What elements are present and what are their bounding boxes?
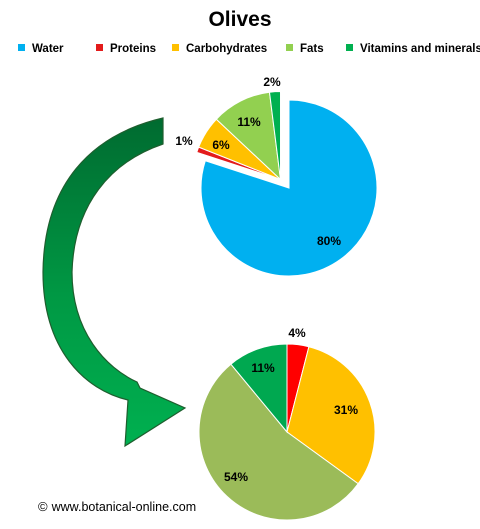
legend-label-water: Water [32,43,64,55]
legend-item-fats: Fats [286,43,324,55]
legend-swatch-carbohydrates [172,44,179,51]
pie1-label-carbohydrates: 6% [212,138,230,152]
pie1-slice-vitamins-and-minerals [268,91,282,180]
pie2-label-vitamins-and-minerals: 11% [251,361,275,375]
pie1-label-vitamins-and-minerals: 2% [263,75,281,89]
pie2-slice-vitamins-and-minerals [230,343,288,434]
legend-swatch-fats [286,44,293,51]
copyright-notice: © www.botanical-online.com [38,499,196,514]
legend-label-fats: Fats [300,43,324,55]
legend-swatch-vitamins-and-minerals [346,44,353,51]
pie1-slice-water [200,99,378,277]
legend-item-vitamins-and-minerals: Vitamins and minerals [346,43,480,55]
pie-chart-dry-matter: 4% 31% 54% 11% [198,326,376,521]
legend-item-carbohydrates: Carbohydrates [172,43,267,55]
pie2-label-fats: 54% [224,470,248,484]
legend-swatch-water [18,44,25,51]
copyright-text: www.botanical-online.com [51,500,197,514]
legend-item-proteins: Proteins [96,43,156,55]
pie2-label-proteins: 4% [288,326,306,340]
chart-title: Olives [208,8,272,31]
legend-swatch-proteins [96,44,103,51]
curved-arrow [42,117,187,448]
pie2-label-carbohydrates: 31% [334,403,358,417]
copyright-symbol: © [38,499,48,514]
legend-label-vitamins-and-minerals: Vitamins and minerals [360,43,480,55]
legend: Water Proteins Carbohydrates Fats Vitami… [14,43,480,59]
legend-label-proteins: Proteins [110,43,157,55]
pie-chart-olives: 80% 1% 6% 11% 2% [175,75,378,277]
legend-item-water: Water [18,43,64,55]
pie2-slice-carbohydrates [286,346,376,485]
pie2-slice-fats [198,363,359,521]
legend-label-carbohydrates: Carbohydrates [186,43,268,55]
pie1-label-fats: 11% [237,115,261,129]
pie1-label-water: 80% [317,234,341,248]
pie1-label-proteins: 1% [175,134,193,148]
